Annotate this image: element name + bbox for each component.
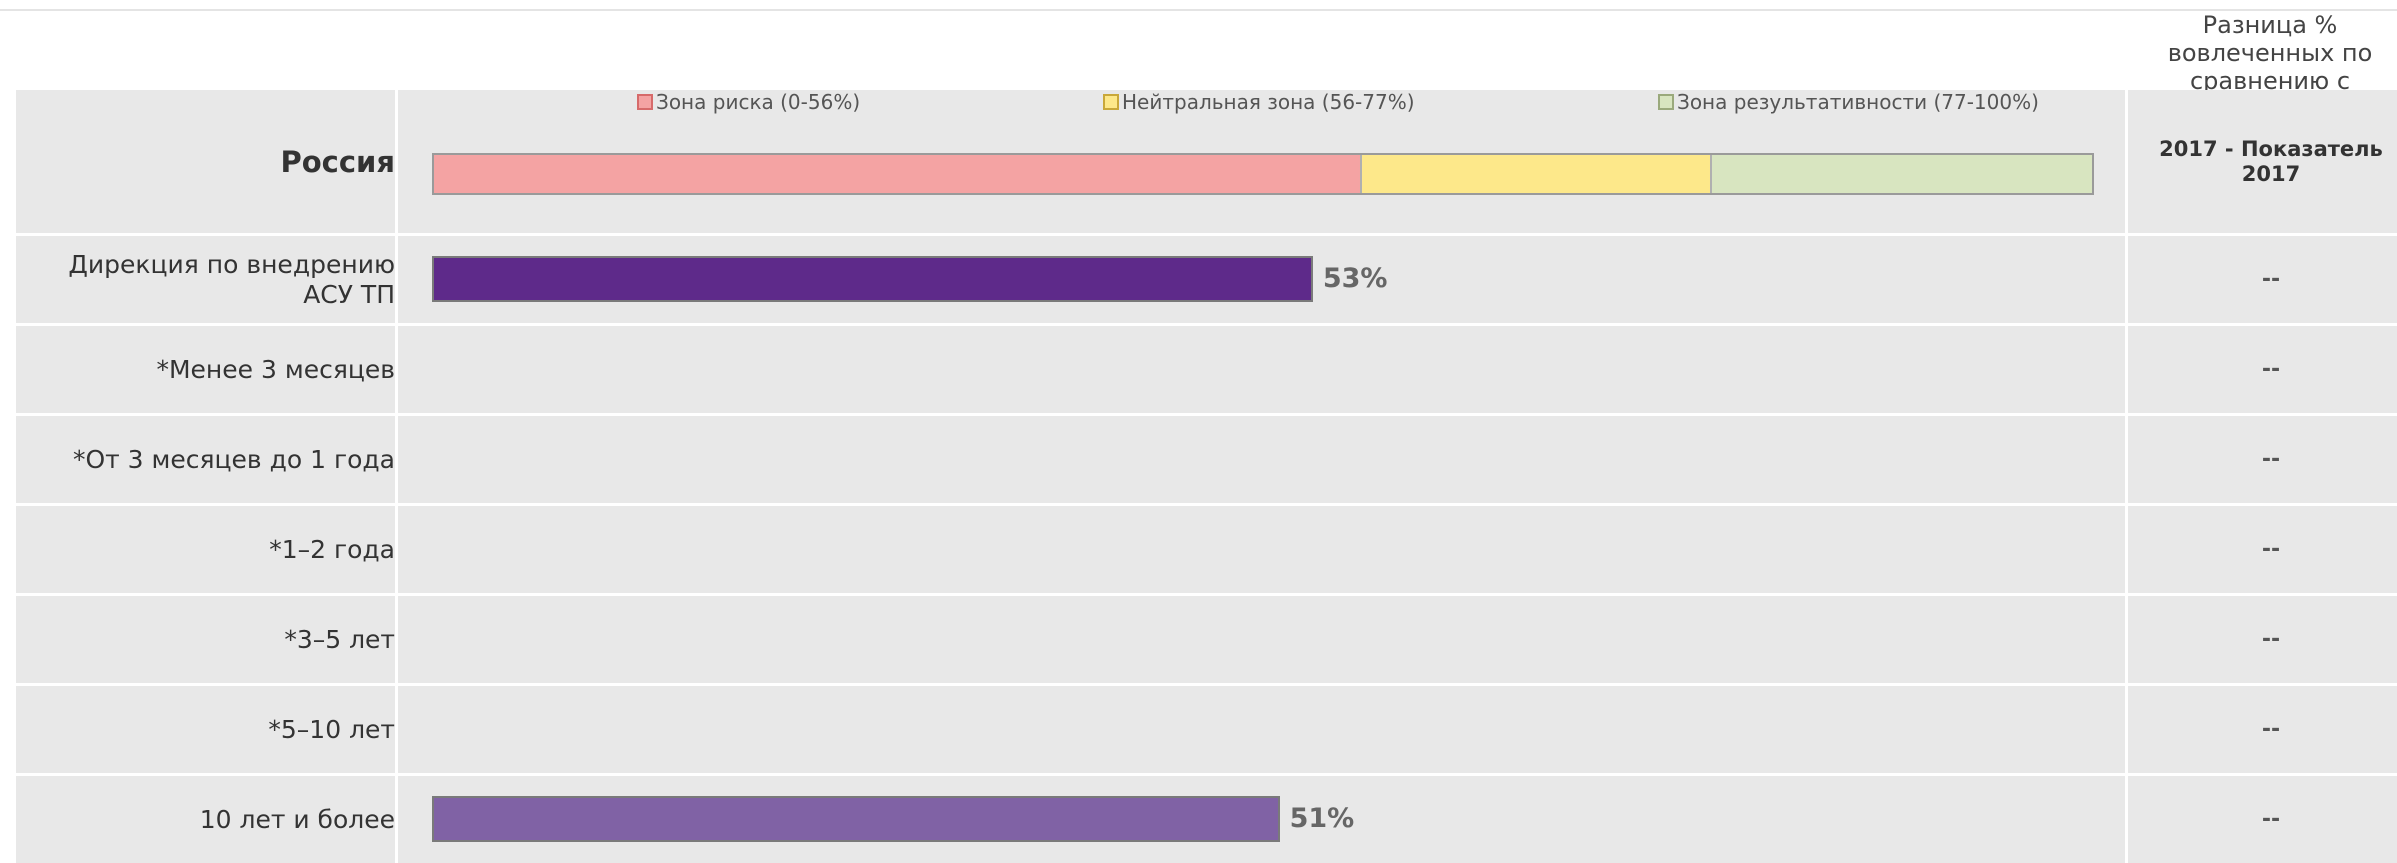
- column-separator: [395, 416, 398, 503]
- diff-subheader: 2017 - Показатель 2017: [2159, 136, 2383, 186]
- row-label: *Менее 3 месяцев: [16, 326, 395, 413]
- row-label-text: *5–10 лет: [268, 714, 395, 744]
- column-separator: [395, 90, 398, 233]
- diff-value: --: [2261, 717, 2281, 742]
- column-separator: [2125, 686, 2128, 773]
- row-label: *3–5 лет: [16, 596, 395, 683]
- row-label: *1–2 года: [16, 506, 395, 593]
- row-label-text: *Менее 3 месяцев: [156, 354, 395, 384]
- zone-segment: [1709, 155, 2092, 193]
- table-row: *Менее 3 месяцев --: [16, 326, 2397, 413]
- legend-label: Нейтральная зона (56-77%): [1122, 90, 1415, 114]
- row-label: *От 3 месяцев до 1 года: [16, 416, 395, 503]
- top-divider: [0, 9, 2397, 11]
- legend-swatch: [1103, 94, 1119, 110]
- row-label-text: *От 3 месяцев до 1 года: [72, 444, 395, 474]
- column-separator: [395, 326, 398, 413]
- row-label-text: 10 лет и более: [199, 804, 395, 834]
- legend-label: Зона риска (0-56%): [656, 90, 861, 114]
- legend-item: Нейтральная зона (56-77%): [1103, 90, 1415, 114]
- column-separator: [2125, 326, 2128, 413]
- column-separator: [2125, 90, 2128, 233]
- row-label-text: *1–2 года: [269, 534, 395, 564]
- engagement-table: Россия Зона риска (0-56%) Нейтральная зона…: [16, 90, 2397, 863]
- column-separator: [395, 686, 398, 773]
- diff-value: --: [2261, 807, 2281, 832]
- table-row: *1–2 года --: [16, 506, 2397, 593]
- legend-item: Зона результативности (77-100%): [1658, 90, 2039, 114]
- table-row: Дирекция по внедрению АСУ ТП 53% --: [16, 236, 2397, 323]
- row-label-text: Россия: [280, 144, 396, 179]
- column-separator: [2125, 596, 2128, 683]
- row-label: Дирекция по внедрению АСУ ТП: [16, 236, 395, 323]
- column-separator: [2125, 236, 2128, 323]
- diff-value: --: [2261, 627, 2281, 652]
- table-row: *5–10 лет --: [16, 686, 2397, 773]
- column-separator: [395, 506, 398, 593]
- row-label: *5–10 лет: [16, 686, 395, 773]
- diff-value: --: [2261, 267, 2281, 292]
- value-bar: [432, 256, 1313, 302]
- column-separator: [2125, 506, 2128, 593]
- value-label: 51%: [1289, 803, 1355, 834]
- table-row: *От 3 месяцев до 1 года --: [16, 416, 2397, 503]
- value-label: 53%: [1322, 263, 1388, 294]
- column-separator: [2125, 776, 2128, 863]
- legend-item: Зона риска (0-56%): [637, 90, 860, 114]
- column-separator: [395, 236, 398, 323]
- column-separator: [395, 776, 398, 863]
- table-row: 10 лет и более 51% --: [16, 776, 2397, 863]
- legend-label: Зона результативности (77-100%): [1677, 90, 2039, 114]
- column-separator: [2125, 416, 2128, 503]
- diff-column-header: Разница % вовлеченных по сравнению с: [2167, 11, 2373, 95]
- table-row: *3–5 лет --: [16, 596, 2397, 683]
- column-separator: [395, 596, 398, 683]
- row-label-text: Дирекция по внедрению АСУ ТП: [68, 249, 395, 309]
- row-label: Россия: [16, 90, 396, 233]
- row-label-text: *3–5 лет: [284, 624, 395, 654]
- diff-value: --: [2261, 447, 2281, 472]
- legend-swatch: [637, 94, 653, 110]
- value-bar: [432, 796, 1280, 842]
- legend-swatch: [1658, 94, 1674, 110]
- benchmark-zone-bar: [432, 153, 2094, 195]
- zone-segment: [1360, 155, 1710, 193]
- row-label: 10 лет и более: [16, 776, 395, 863]
- reference-row: Россия Зона риска (0-56%) Нейтральная зона…: [16, 90, 2397, 233]
- diff-value: --: [2261, 357, 2281, 382]
- zone-segment: [434, 155, 1361, 193]
- diff-value: --: [2261, 537, 2281, 562]
